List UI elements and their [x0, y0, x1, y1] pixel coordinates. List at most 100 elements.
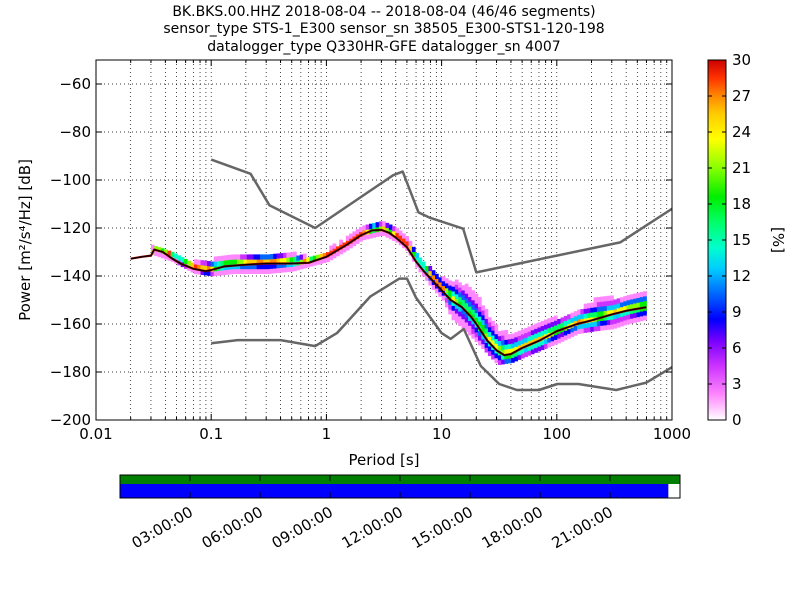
axis-ticks: 0.01 0.1 1 10 100 1000 −200 −180 −160 −140 −120 −10…: [50, 60, 691, 443]
ppsd-cell: [223, 264, 228, 271]
ppsd-cell: [491, 330, 495, 336]
ppsd-cell: [629, 299, 634, 305]
ppsd-cell: [454, 293, 459, 300]
ppsd-cell: [636, 311, 641, 318]
ppsd-cell: [461, 290, 466, 296]
x-tick-label: 1000: [653, 425, 691, 443]
ppsd-cell: [517, 340, 522, 346]
ppsd-cell: [511, 338, 515, 344]
ppsd-cell: [603, 315, 608, 321]
ppsd-cell: [256, 254, 261, 260]
ppsd-cell: [560, 317, 565, 323]
ppsd-cell: [603, 300, 608, 307]
ppsd-cell: [639, 311, 644, 317]
ppsd-cell: [388, 234, 393, 240]
ppsd-cell: [306, 262, 310, 268]
ppsd-cell: [286, 266, 291, 273]
time-tick-label: 12:00:00: [339, 503, 406, 552]
ppsd-cell: [557, 333, 561, 339]
ppsd-cell: [332, 243, 337, 249]
ppsd-cell: [633, 312, 637, 318]
y-tick-label: −180: [50, 363, 91, 381]
ppsd-cell: [276, 267, 281, 274]
ppsd-cell: [600, 310, 604, 317]
ppsd-cell: [154, 250, 158, 256]
ppsd-cell: [520, 334, 525, 340]
ppsd-cell: [342, 247, 347, 253]
ppsd-cell: [220, 270, 225, 276]
ppsd-cell: [207, 265, 211, 272]
ppsd-cell: [365, 234, 370, 240]
ppsd-cell: [507, 353, 512, 359]
ppsd-cell: [494, 329, 499, 335]
ppsd-cell: [259, 268, 264, 274]
ppsd-cell: [547, 337, 552, 343]
chart-title-line-3: datalogger_type Q330HR-GFE datalogger_sn…: [207, 39, 560, 55]
ppsd-cell: [603, 324, 608, 331]
ppsd-cell: [451, 300, 456, 306]
ppsd-cell: [296, 265, 301, 271]
ppsd-cell: [250, 254, 254, 260]
ppsd-cell: [203, 260, 208, 266]
ppsd-cell: [223, 269, 228, 275]
ppsd-cell: [392, 230, 396, 237]
ppsd-cell: [464, 322, 469, 328]
ppsd-cell: [385, 232, 390, 238]
ppsd-cell: [266, 263, 271, 270]
ppsd-cell: [322, 257, 327, 263]
ppsd-cell: [544, 324, 548, 330]
ppsd-cell: [553, 339, 558, 345]
ppsd-cell: [256, 264, 261, 270]
ppsd-cell: [629, 303, 634, 310]
ppsd-cell: [160, 253, 165, 259]
ppsd-cell: [464, 302, 469, 309]
x-tick-label: 10: [432, 425, 451, 443]
ppsd-cell: [448, 304, 452, 310]
ppsd-cell: [511, 357, 515, 363]
ppsd-cell: [425, 275, 429, 281]
ppsd-cell: [438, 277, 443, 283]
ppsd-cell: [636, 302, 641, 308]
ppsd-cell: [537, 341, 542, 347]
ppsd-cell: [610, 309, 614, 315]
ppsd-cell: [477, 340, 482, 346]
ppsd-cell: [520, 353, 525, 359]
ppsd-cell: [157, 251, 162, 258]
ppsd-cell: [517, 335, 522, 341]
ppsd-cell: [454, 317, 459, 324]
colorbar-tick-label: 24: [732, 123, 751, 141]
ppsd-cell: [580, 313, 585, 320]
ppsd-cell: [501, 349, 505, 355]
ppsd-cell: [547, 323, 552, 329]
time-tick-label: 03:00:00: [129, 503, 196, 552]
colorbar-tick-label: 30: [732, 51, 751, 69]
ppsd-cell: [226, 269, 231, 275]
ppsd-cell: [448, 294, 452, 301]
ppsd-cell: [415, 257, 419, 263]
ppsd-cell: [484, 308, 489, 315]
ppsd-cell: [471, 328, 476, 334]
ppsd-cell: [550, 326, 555, 332]
ppsd-cell: [464, 288, 469, 294]
ppsd-cell: [494, 357, 499, 364]
ppsd-cell: [517, 345, 522, 351]
ppsd-cell: [547, 327, 552, 334]
ppsd-cell: [309, 261, 314, 267]
ppsd-cell: [259, 254, 264, 260]
time-tick-label: 06:00:00: [199, 503, 266, 552]
ppsd-cell: [197, 269, 201, 275]
ppsd-cell: [312, 255, 317, 261]
ppsd-cell: [563, 320, 568, 326]
ppsd-cell: [623, 310, 628, 316]
noise-model-high-line: [210, 158, 672, 274]
ppsd-cell: [527, 340, 532, 347]
ppsd-cell: [501, 330, 505, 336]
ppsd-cell: [150, 244, 155, 250]
ppsd-cell: [167, 255, 172, 261]
ppsd-cell: [504, 349, 509, 355]
ppsd-cell: [524, 327, 528, 334]
ppsd-cell: [203, 265, 208, 271]
colorbar-tick-label: 18: [732, 195, 751, 213]
ppsd-cell: [444, 302, 449, 308]
ppsd-cell: [471, 323, 476, 330]
